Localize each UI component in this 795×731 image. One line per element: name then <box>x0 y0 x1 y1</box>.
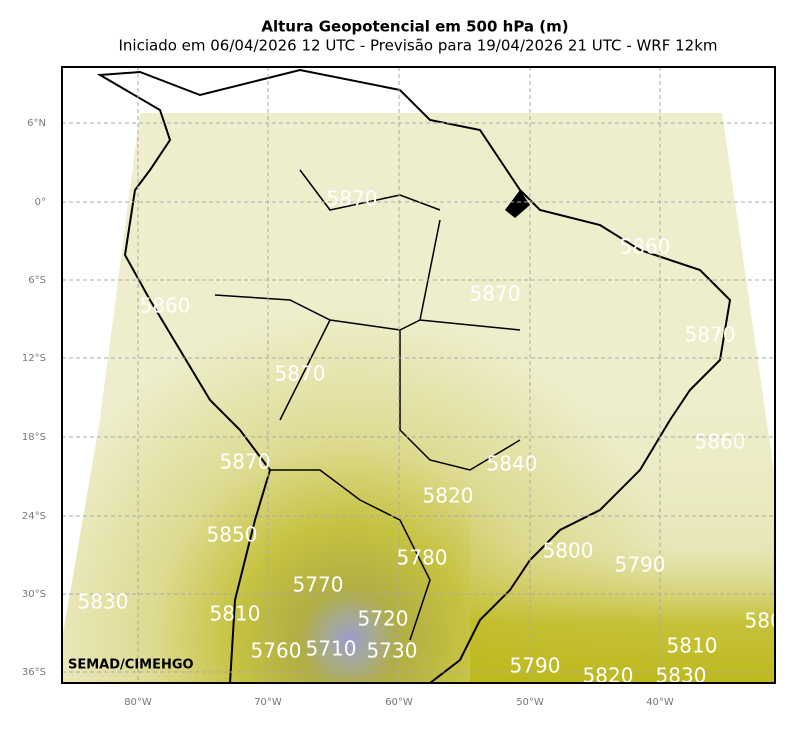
lon-tick-label: 50°W <box>516 697 544 708</box>
lon-tick-label: 40°W <box>646 697 674 708</box>
title: Altura Geopotencial em 500 hPa (m) <box>261 18 568 36</box>
contour-label: 5820 <box>583 664 634 688</box>
contour-label: 5870 <box>685 323 736 347</box>
contour-label: 5820 <box>423 484 474 508</box>
lat-tick-label: 36°S <box>22 667 46 678</box>
contour-label: 5790 <box>615 553 666 577</box>
contour-label: 5780 <box>397 546 448 570</box>
lat-tick-label: 18°S <box>22 432 46 443</box>
contour-label-clip: 5870 5860 5870 5860 5870 5870 5860 5870 5840 5820… <box>78 187 795 688</box>
lon-tick-label: 60°W <box>385 697 413 708</box>
credit: SEMAD/CIMEHGO <box>68 658 194 673</box>
contour-label: 5710 <box>306 637 357 661</box>
contour-label: 5860 <box>140 294 191 318</box>
contour-label: 5830 <box>656 664 707 688</box>
lat-tick-label: 30°S <box>22 589 46 600</box>
contour-label: 5810 <box>667 634 718 658</box>
map-area <box>62 68 775 683</box>
lat-tick-label: 0° <box>35 197 46 208</box>
contour-label: 5800 <box>543 539 594 563</box>
coastline <box>96 68 732 683</box>
contour-label: 5730 <box>367 639 418 663</box>
contour-label: 5790 <box>510 654 561 678</box>
lat-tick-label: 12°S <box>22 353 46 364</box>
subtitle: Iniciado em 06/04/2026 12 UTC - Previsão… <box>118 37 717 55</box>
contour-label: 5870 <box>275 362 326 386</box>
contour-label: 5800 <box>745 609 795 633</box>
contour-label: 5830 <box>78 590 129 614</box>
contour-label: 5850 <box>207 523 258 547</box>
contour-label: 5870 <box>220 450 271 474</box>
lon-tick-label: 70°W <box>254 697 282 708</box>
lat-tick-label: 24°S <box>22 511 46 522</box>
field-east <box>470 380 775 683</box>
contour-label: 5720 <box>358 607 409 631</box>
lon-tick-label: 80°W <box>124 697 152 708</box>
contour-label: 5860 <box>620 235 671 259</box>
contour-label: 5870 <box>327 187 378 211</box>
lat-tick-label: 6°S <box>28 275 46 286</box>
frame <box>61 66 776 684</box>
contour-label: 5870 <box>470 282 521 306</box>
marajo-island <box>505 190 530 218</box>
contour-label: 5810 <box>210 602 261 626</box>
contour-label: 5840 <box>487 452 538 476</box>
lat-tick-label: 6°N <box>27 118 46 129</box>
contour-labels: 5870 5860 5870 5860 5870 5870 5860 5870 5840 5820… <box>78 187 795 688</box>
contour-label: 5860 <box>695 430 746 454</box>
graticule: 6°N 0° 6°S 12°S 18°S 24°S 30°S 36°S 80°W 70°W 60°W… <box>22 67 775 708</box>
contour-label: 5770 <box>293 573 344 597</box>
contour-label: 5760 <box>251 639 302 663</box>
